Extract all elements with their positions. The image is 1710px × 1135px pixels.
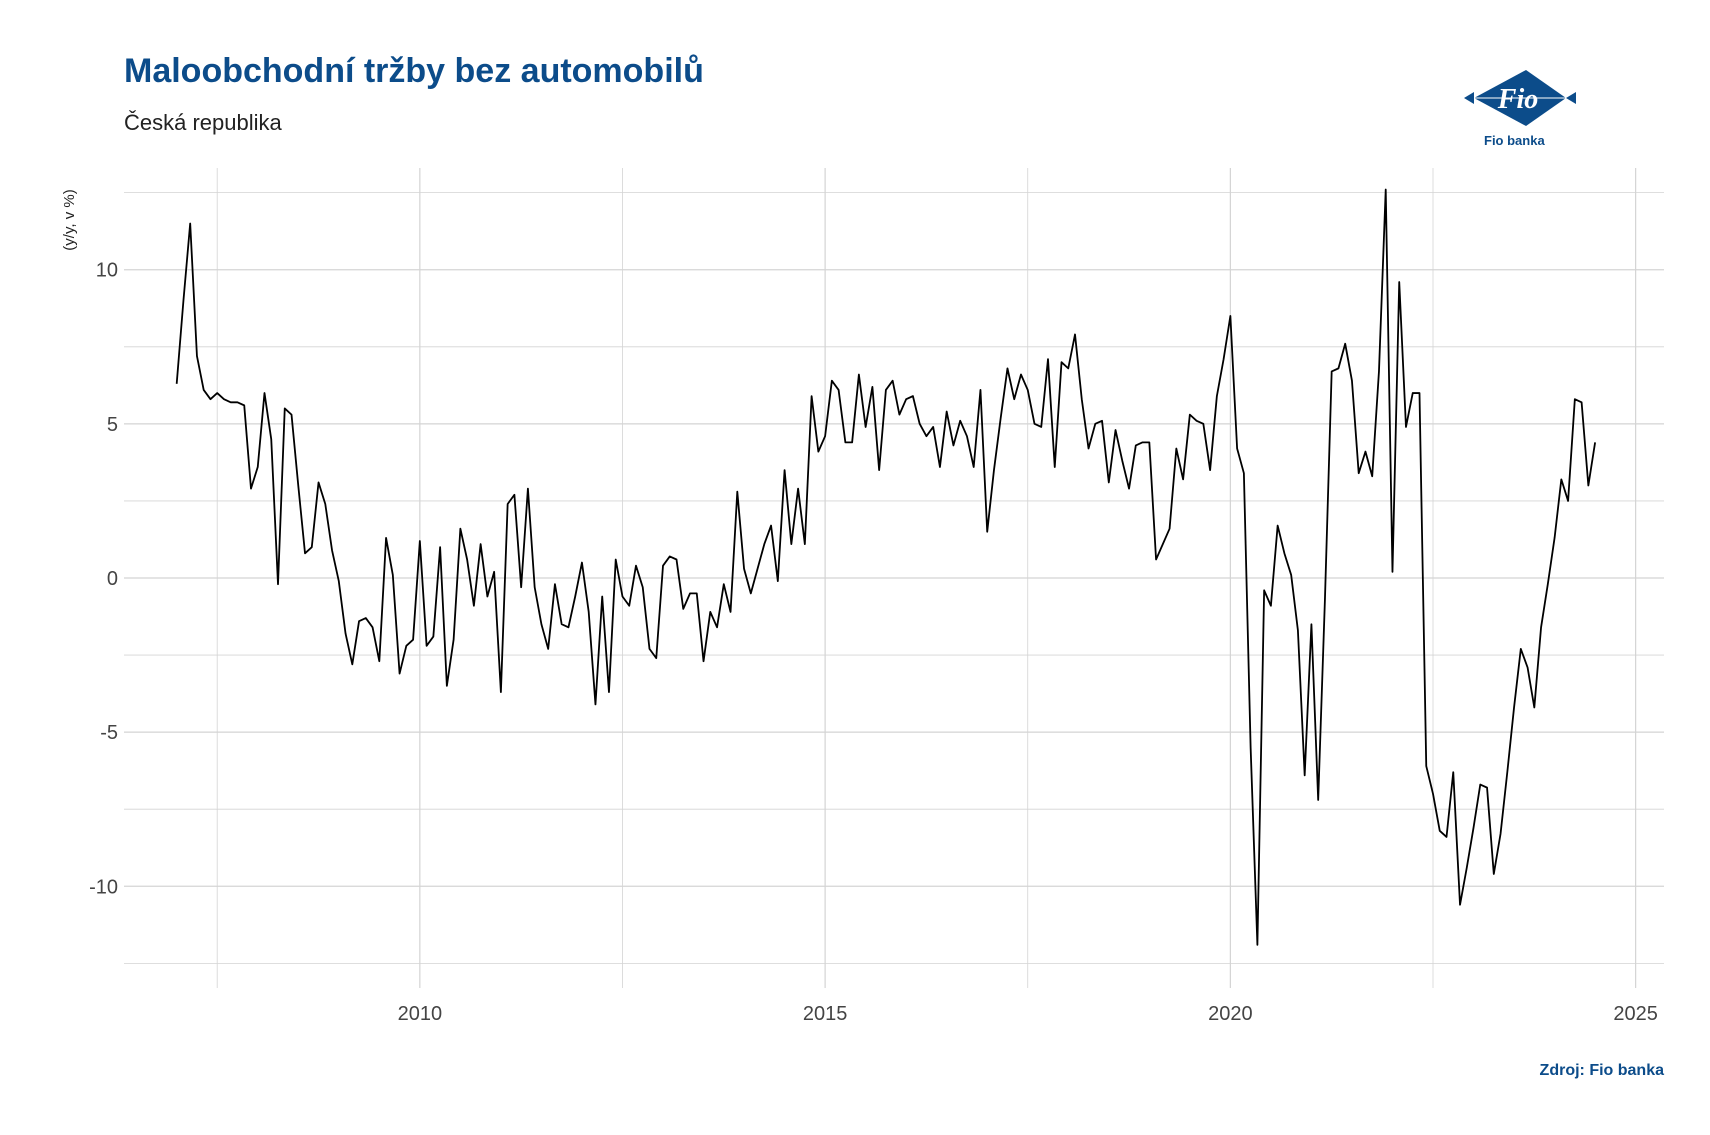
y-tick-label: 10 (96, 260, 118, 282)
series-layer (175, 188, 1596, 946)
x-axis: 2010 2015 2020 2025 (398, 1003, 1658, 1025)
chart-subtitle: Česká republika (124, 110, 282, 135)
y-tick-label: 0 (107, 568, 118, 590)
source-note: Zdroj: Fio banka (1539, 1062, 1664, 1079)
x-tick-label: 2015 (803, 1003, 848, 1025)
y-tick-label: -10 (89, 876, 118, 898)
logo-text: Fio (1497, 84, 1538, 115)
x-tick-label: 2025 (1613, 1003, 1658, 1025)
y-tick-label: -5 (100, 722, 118, 744)
major-gridlines (124, 168, 1664, 988)
y-tick-label: 5 (107, 414, 118, 436)
y-axis-title: (y/y, v %) (61, 189, 78, 250)
series-line (175, 188, 1596, 946)
y-axis: -10 -5 0 5 10 (89, 260, 118, 899)
chart-title: Maloobchodní tržby bez automobilů (124, 52, 704, 90)
x-tick-label: 2020 (1208, 1003, 1253, 1025)
fio-banka-logo-icon: Fio (1460, 64, 1580, 154)
logo-caption: Fio banka (1484, 133, 1545, 148)
x-tick-label: 2010 (398, 1003, 443, 1025)
